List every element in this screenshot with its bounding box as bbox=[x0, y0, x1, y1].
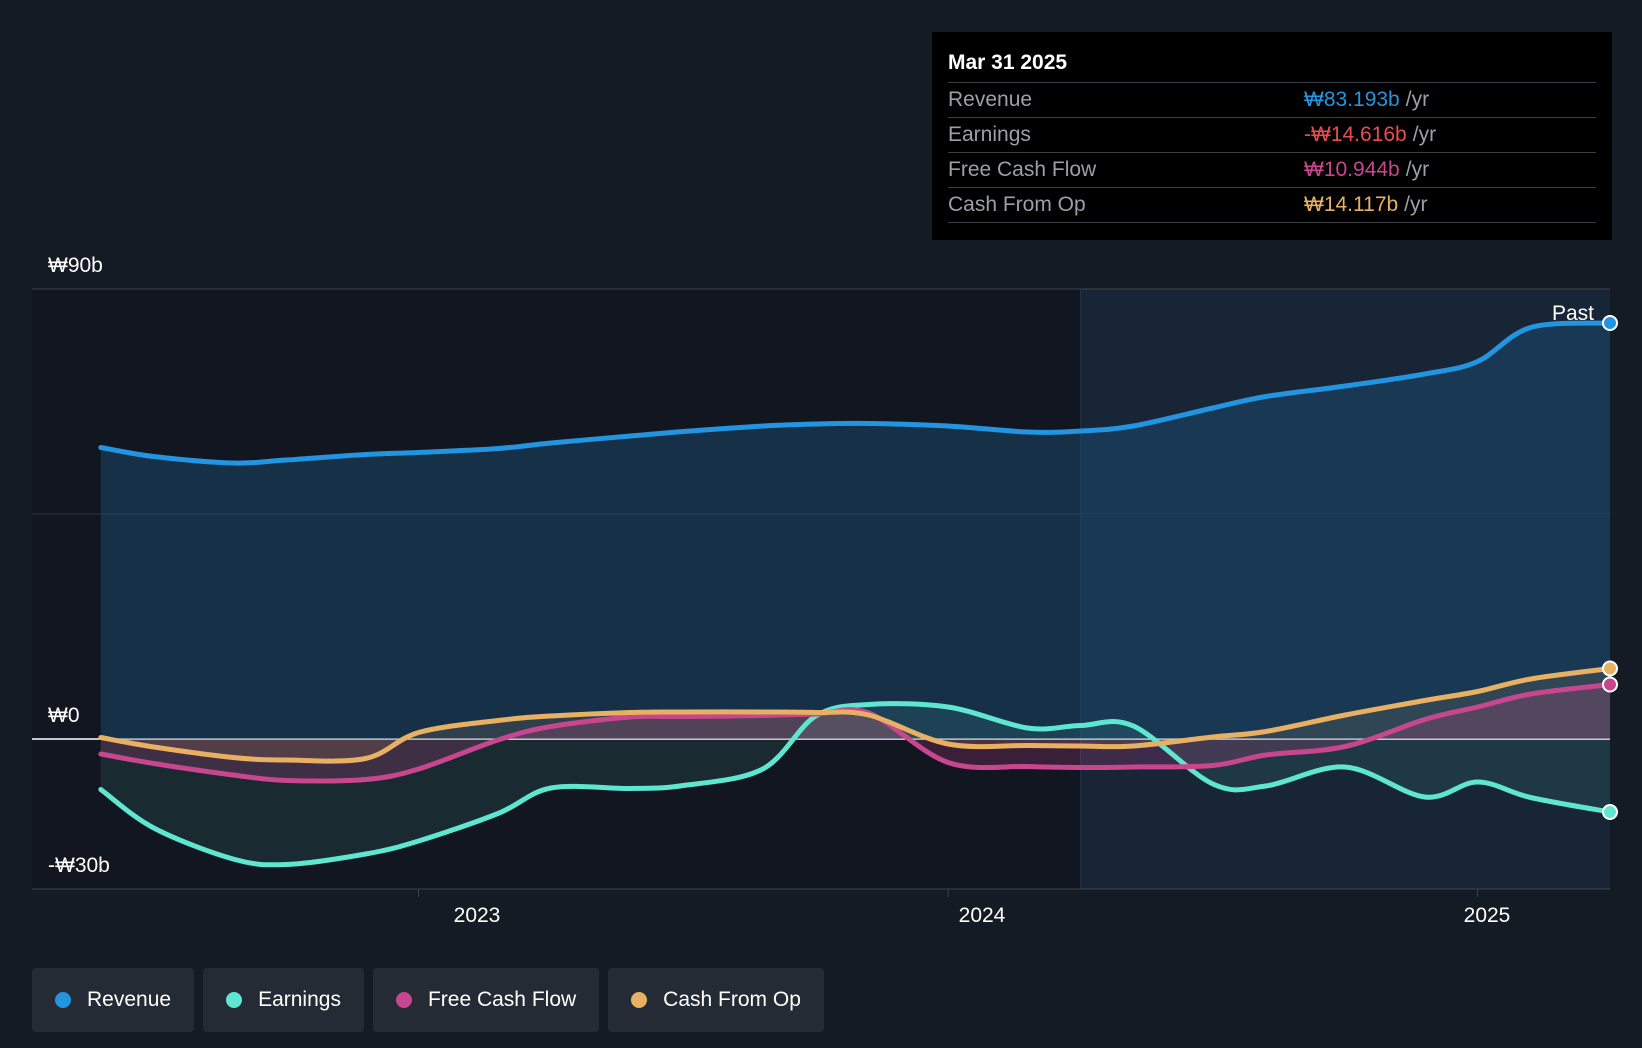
legend-item-revenue[interactable]: Revenue bbox=[32, 968, 195, 1032]
line-earnings bbox=[98, 701, 1613, 868]
legend-dot-icon bbox=[395, 992, 412, 1008]
tooltip-unit: /yr bbox=[1412, 123, 1437, 146]
legend-item-free-cash-flow[interactable]: Free Cash Flow bbox=[372, 968, 600, 1032]
legend-dot-icon bbox=[55, 992, 71, 1008]
line-free-cash-flow bbox=[98, 682, 1613, 784]
x-tick-label-2025: 2025 bbox=[1464, 904, 1511, 927]
legend-label: Cash From Op bbox=[663, 988, 801, 1011]
tooltip-unit: /yr bbox=[1405, 88, 1430, 111]
tooltip-value: ₩10.944b bbox=[1304, 158, 1400, 181]
area-revenue bbox=[100, 323, 1610, 739]
tooltip-unit: /yr bbox=[1405, 158, 1430, 181]
tooltip-label: Cash From Op bbox=[948, 193, 1086, 216]
line-revenue bbox=[98, 320, 1613, 466]
area-earnings bbox=[100, 703, 1610, 865]
tooltip-value: ₩14.117b bbox=[1304, 193, 1399, 216]
end-point-free-cash-flow bbox=[1602, 676, 1618, 693]
tooltip-label: Revenue bbox=[948, 88, 1033, 111]
tooltip-label: Free Cash Flow bbox=[948, 158, 1097, 181]
legend-label: Revenue bbox=[87, 988, 172, 1011]
legend: Revenue Earnings Free Cash Flow Cash Fro… bbox=[32, 968, 824, 1032]
y-tick-label-bottom: -₩30b bbox=[48, 854, 110, 877]
tooltip-row-earnings: Earnings -₩14.616b /yr bbox=[948, 118, 1596, 153]
tooltip-row-cash-from-op: Cash From Op ₩14.117b /yr bbox=[948, 188, 1596, 223]
tooltip-date: Mar 31 2025 bbox=[948, 44, 1596, 83]
tooltip-row-free-cash-flow: Free Cash Flow ₩10.944b /yr bbox=[948, 153, 1596, 188]
legend-item-earnings[interactable]: Earnings bbox=[203, 968, 364, 1032]
area-free-cash-flow bbox=[100, 684, 1610, 782]
legend-dot-icon bbox=[631, 992, 648, 1008]
legend-label: Earnings bbox=[258, 988, 341, 1011]
past-label: Past bbox=[1552, 302, 1594, 325]
end-point-earnings bbox=[1602, 804, 1618, 820]
x-tick-label-2023: 2023 bbox=[454, 904, 501, 927]
tooltip-value: ₩83.193b bbox=[1304, 88, 1400, 111]
y-tick-label-zero: ₩0 bbox=[48, 704, 80, 727]
end-point-cash-from-op bbox=[1602, 660, 1618, 677]
tooltip-value: -₩14.616b bbox=[1304, 123, 1407, 146]
tooltip: Mar 31 2025 Revenue ₩83.193b /yr Earning… bbox=[932, 32, 1612, 240]
tooltip-label: Earnings bbox=[948, 123, 1031, 146]
past-region bbox=[1080, 289, 1610, 889]
x-tick-label-2024: 2024 bbox=[959, 904, 1006, 927]
tooltip-row-revenue: Revenue ₩83.193b /yr bbox=[948, 83, 1596, 118]
y-tick-label-top: ₩90b bbox=[48, 254, 103, 277]
tooltip-unit: /yr bbox=[1404, 193, 1428, 216]
end-point-revenue bbox=[1602, 315, 1618, 331]
legend-label: Free Cash Flow bbox=[427, 988, 577, 1011]
legend-item-cash-from-op[interactable]: Cash From Op bbox=[608, 968, 824, 1032]
line-cash-from-op bbox=[98, 666, 1613, 764]
legend-dot-icon bbox=[226, 992, 243, 1008]
